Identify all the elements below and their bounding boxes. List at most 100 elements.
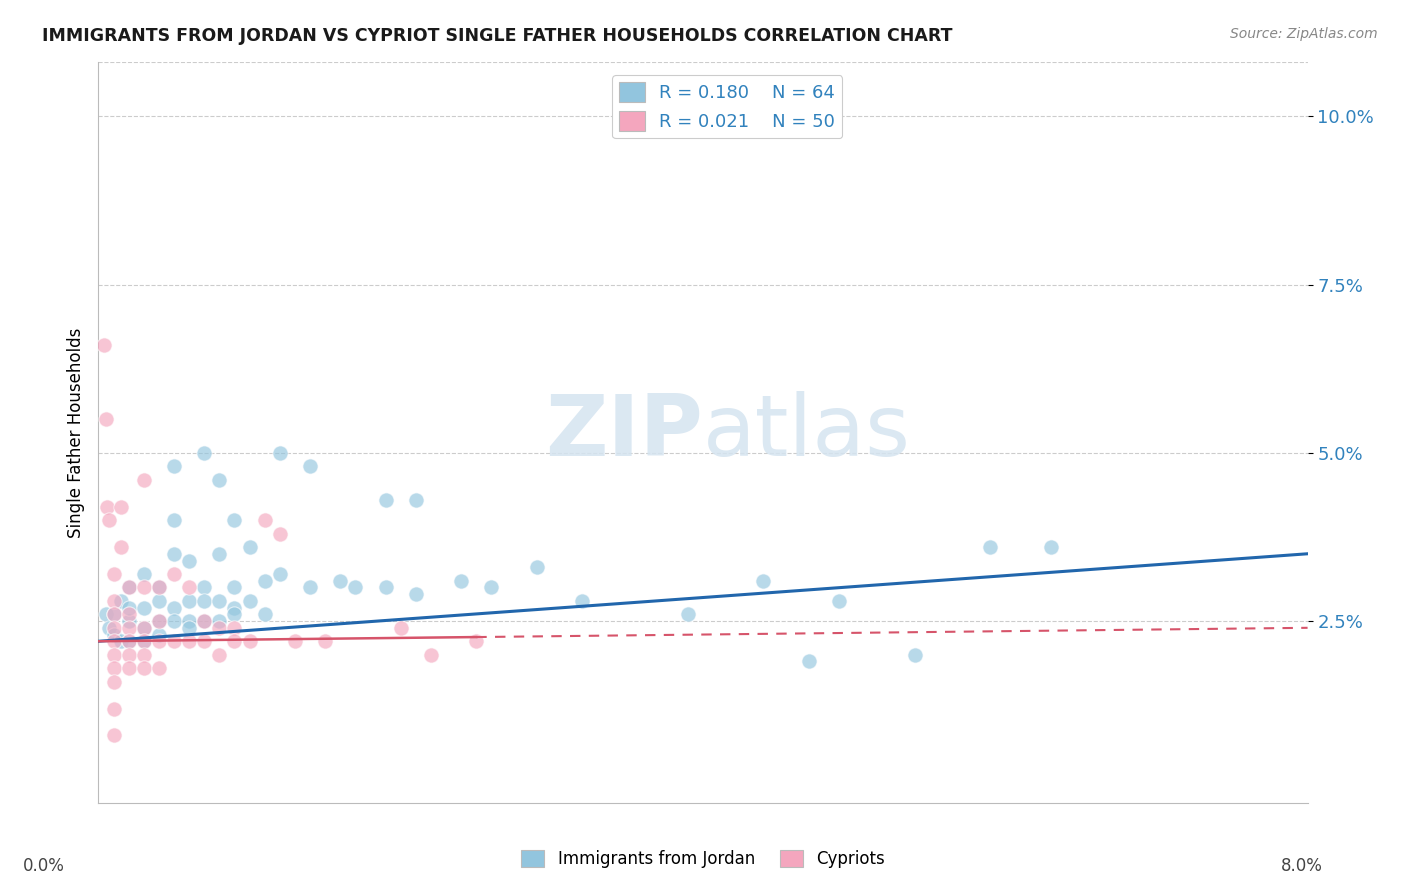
Point <box>224 513 246 527</box>
Point <box>98 621 121 635</box>
Point <box>98 513 121 527</box>
Point <box>118 614 141 628</box>
Point <box>132 634 155 648</box>
Point <box>132 566 155 581</box>
Point <box>239 540 262 554</box>
Point <box>979 540 1001 554</box>
Point <box>179 634 201 648</box>
Point <box>103 701 125 715</box>
Point <box>132 621 155 635</box>
Point <box>374 492 396 507</box>
Point <box>299 581 322 595</box>
Point <box>103 607 125 622</box>
Point <box>96 500 118 514</box>
Point <box>132 600 155 615</box>
Text: atlas: atlas <box>703 391 911 475</box>
Point <box>103 621 125 635</box>
Point <box>163 513 186 527</box>
Point <box>163 634 186 648</box>
Point <box>110 500 132 514</box>
Point <box>344 581 367 595</box>
Point <box>224 600 246 615</box>
Point <box>163 547 186 561</box>
Point <box>269 566 291 581</box>
Point <box>208 594 231 608</box>
Point <box>374 581 396 595</box>
Text: ZIP: ZIP <box>546 391 703 475</box>
Point <box>450 574 472 588</box>
Point <box>118 634 141 648</box>
Point <box>132 661 155 675</box>
Point <box>132 648 155 662</box>
Point <box>224 634 246 648</box>
Point <box>179 621 201 635</box>
Point <box>148 581 170 595</box>
Point <box>752 574 775 588</box>
Point <box>179 614 201 628</box>
Point <box>148 634 170 648</box>
Point <box>118 634 141 648</box>
Point <box>253 513 276 527</box>
Point <box>110 634 132 648</box>
Point <box>110 594 132 608</box>
Point <box>239 634 262 648</box>
Point <box>208 547 231 561</box>
Text: IMMIGRANTS FROM JORDAN VS CYPRIOT SINGLE FATHER HOUSEHOLDS CORRELATION CHART: IMMIGRANTS FROM JORDAN VS CYPRIOT SINGLE… <box>42 27 953 45</box>
Point <box>571 594 593 608</box>
Point <box>1039 540 1062 554</box>
Point <box>103 566 125 581</box>
Point <box>103 661 125 675</box>
Point <box>269 526 291 541</box>
Point <box>148 581 170 595</box>
Point <box>208 614 231 628</box>
Point <box>284 634 307 648</box>
Point <box>148 594 170 608</box>
Point <box>389 621 412 635</box>
Point <box>224 581 246 595</box>
Point <box>148 627 170 641</box>
Point <box>103 594 125 608</box>
Point <box>224 607 246 622</box>
Point <box>103 634 125 648</box>
Point <box>179 594 201 608</box>
Point <box>103 607 125 622</box>
Point <box>224 621 246 635</box>
Point <box>132 581 155 595</box>
Point <box>208 621 231 635</box>
Point <box>193 614 215 628</box>
Point <box>253 607 276 622</box>
Point <box>103 648 125 662</box>
Point <box>239 594 262 608</box>
Point <box>481 581 503 595</box>
Point <box>828 594 851 608</box>
Point <box>208 473 231 487</box>
Point <box>103 729 125 743</box>
Point <box>94 607 117 622</box>
Point <box>208 648 231 662</box>
Point <box>179 553 201 567</box>
Point <box>118 661 141 675</box>
Text: 8.0%: 8.0% <box>1281 856 1323 875</box>
Point <box>163 459 186 474</box>
Point <box>405 587 427 601</box>
Y-axis label: Single Father Households: Single Father Households <box>66 327 84 538</box>
Text: 0.0%: 0.0% <box>22 856 65 875</box>
Text: Source: ZipAtlas.com: Source: ZipAtlas.com <box>1230 27 1378 41</box>
Point <box>163 600 186 615</box>
Point <box>118 648 141 662</box>
Point <box>797 655 820 669</box>
Point <box>193 614 215 628</box>
Point <box>132 621 155 635</box>
Point <box>94 412 117 426</box>
Point <box>193 581 215 595</box>
Point <box>118 607 141 622</box>
Point <box>193 446 215 460</box>
Point <box>526 560 548 574</box>
Point <box>904 648 927 662</box>
Point <box>132 634 155 648</box>
Legend: Immigrants from Jordan, Cypriots: Immigrants from Jordan, Cypriots <box>515 843 891 875</box>
Point <box>465 634 488 648</box>
Point <box>329 574 352 588</box>
Point <box>193 634 215 648</box>
Point <box>676 607 699 622</box>
